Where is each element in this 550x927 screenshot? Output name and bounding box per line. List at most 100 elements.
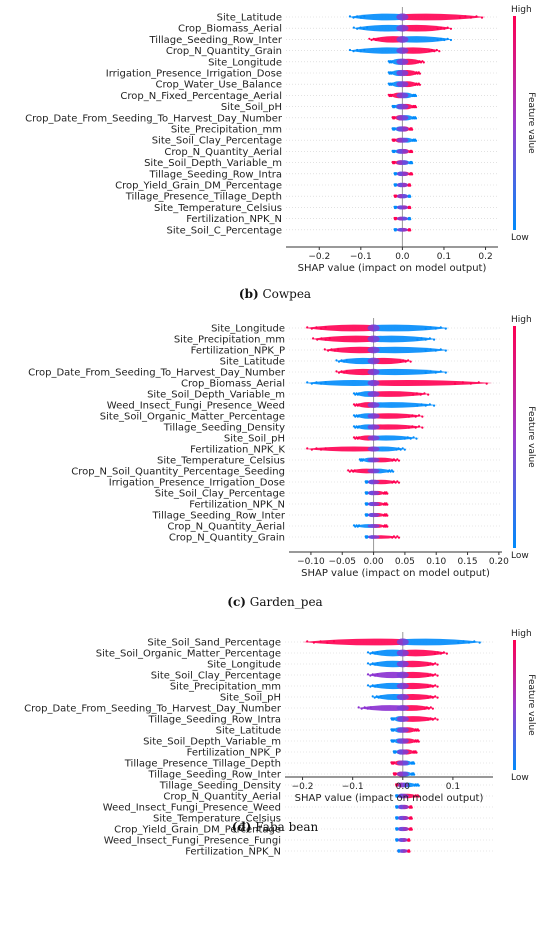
shap-point [430,48,433,52]
shap-point [330,348,333,351]
feature-label: Weed_Insect_Fungi_Presence_Weed [107,401,285,412]
shap-point [413,762,416,765]
shap-point [373,652,377,655]
feature-label: Irrigation_Presence_Irrigation_Dose [106,69,282,80]
shap-point [417,414,421,417]
x-tick-label: 0.00 [364,557,384,567]
feature-row: Tillage_Seeding_Row_Inter [152,511,502,522]
shap-point [368,37,371,40]
shap-center-density [396,693,409,701]
shap-point [431,674,434,677]
feature-label: Weed_Insect_Fungi_Presence_Fungi [104,836,281,847]
x-tick-label: −0.10 [297,557,325,567]
feature-label: Crop_N_Quantity_Aerial [164,147,282,158]
shap-point [427,707,430,710]
shap-spread-positive [373,335,437,343]
shap-center-density [367,402,380,408]
shap-point [480,16,484,19]
feature-row: Tillage_Presence_Tillage_Depth [125,192,498,203]
shap-spread-positive [373,357,412,365]
shap-point [391,138,394,141]
shap-point [393,205,396,208]
colorbar-low-label: Low [511,773,529,783]
shap-point [359,26,362,29]
shap-point [403,448,406,451]
feature-row: Crop_N_Quantity_Aerial [163,792,493,803]
shap-point [342,360,346,363]
shap-point [377,37,380,40]
shap-point [396,535,399,538]
shap-point [393,172,396,175]
feature-row: Tillage_Seeding_Row_Intra [149,169,498,180]
shap-point [324,381,327,384]
shap-point [363,15,366,18]
feature-label: Site_Soil_Sand_Percentage [147,638,281,649]
shap-point [409,360,412,363]
shap-point [373,674,377,677]
shap-point [446,26,449,29]
feature-label: Site_Longitude [211,324,285,335]
shap-point [409,218,412,221]
feature-label: Site_Soil_Depth_Variable_m [144,158,282,169]
shap-point [348,15,352,18]
shap-point [449,27,453,30]
shap-point [421,426,424,429]
shap-point [411,128,414,131]
shap-center-density [396,716,409,722]
feature-label: Crop_Biomass_Aerial [181,379,285,390]
shap-point [356,15,359,18]
shap-point [369,706,372,709]
shap-point [434,371,437,374]
shap-point [397,447,400,450]
feature-row: Site_Soil_Depth_Variable_m [144,158,498,169]
shap-spread-positive [373,413,424,419]
shap-point [434,695,437,698]
shap-point [364,502,367,505]
shap-point [392,772,395,775]
shap-point [429,348,432,351]
shap-center-density [367,457,380,463]
shap-point [371,673,374,676]
caption-letter: (d) [232,820,252,834]
shap-point [424,338,427,341]
shap-spread-negative [367,671,403,679]
feature-label: Site_Soil_Depth_Variable_m [143,737,281,748]
feature-label: Site_Longitude [208,57,282,68]
feature-row: Site_Longitude [207,660,493,671]
x-tick-label: −0.2 [292,782,314,792]
feature-label: Crop_N_Fixed_Percentage_Aerial [120,91,282,102]
shap-point [416,404,419,407]
shap-point [373,663,377,666]
shap-point [366,707,369,710]
shap-point [306,640,309,643]
shap-point [428,403,431,406]
shap-center-density [396,69,409,77]
feature-row: Site_Soil_Depth_Variable_m [143,737,493,748]
x-tick-label: 0.2 [478,252,492,262]
shap-point [427,718,430,721]
feature-row: Weed_Insect_Fungi_Presence_Weed [103,803,493,814]
shap-point [411,425,414,428]
shap-spread-negative [348,47,403,54]
shap-point [412,393,415,396]
shap-spread-positive [373,368,449,376]
shap-spread-positive [402,36,453,43]
chart-panel-3: Site_Soil_Sand_PercentageSite_Soil_Organ… [24,629,536,858]
shap-point [366,662,370,665]
feature-row: Crop_Date_From_Seeding_To_Harvest_Day_Nu… [25,113,498,124]
feature-label: Weed_Insect_Fungi_Presence_Weed [103,803,281,814]
feature-label: Crop_N_Quantity_Grain [166,46,282,57]
shap-point [439,26,443,29]
shap-point [352,50,355,53]
shap-point [366,26,369,29]
shap-point [436,651,439,654]
shap-point [352,392,356,395]
shap-point [439,652,442,655]
shap-center-density [396,47,409,54]
shap-point [407,359,410,362]
shap-point [485,382,488,385]
colorbar [513,326,516,548]
shap-center-density [396,35,409,43]
feature-label: Crop_Date_From_Seeding_To_Harvest_Day_Nu… [24,704,282,715]
